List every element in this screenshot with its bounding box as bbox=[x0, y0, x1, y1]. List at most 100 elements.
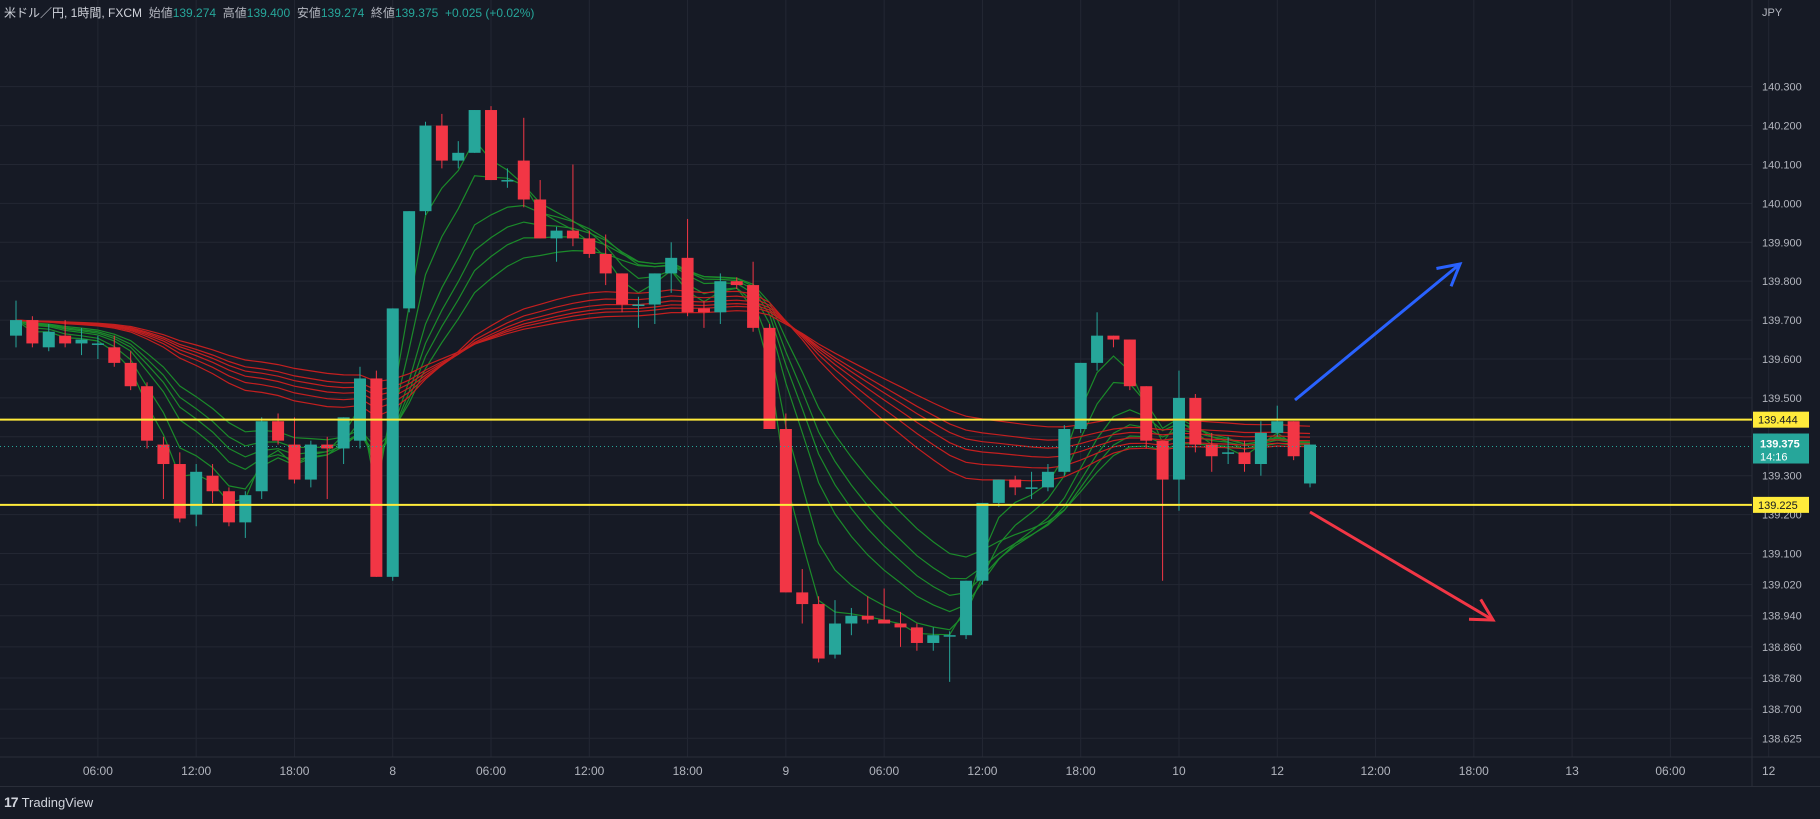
time-tick-label: 12:00 bbox=[967, 764, 997, 778]
candle-body bbox=[419, 125, 432, 212]
candle-body bbox=[616, 273, 629, 305]
price-tick-label: 140.300 bbox=[1762, 82, 1802, 94]
bullish-candle bbox=[976, 502, 989, 585]
price-chart[interactable]: 140.300 140.200 140.100 140.000 139.900 139.8… bbox=[0, 0, 1820, 786]
bullish-candle bbox=[632, 296, 645, 328]
bearish-candle bbox=[894, 611, 907, 647]
open-label: 始値 bbox=[148, 6, 173, 20]
bearish-candle bbox=[124, 351, 137, 391]
bearish-candle bbox=[321, 436, 334, 500]
price-tick-label: 139.900 bbox=[1762, 237, 1802, 249]
candle-body bbox=[26, 320, 39, 344]
time-tick-label: 06:00 bbox=[869, 764, 899, 778]
price-tick-label: 139.500 bbox=[1762, 393, 1802, 405]
candle-body bbox=[648, 273, 661, 305]
bearish-candle bbox=[697, 300, 710, 328]
candle-body bbox=[91, 343, 104, 345]
fast-ema-line bbox=[15, 221, 1311, 597]
footer-bar: 17 TradingView bbox=[0, 786, 1820, 819]
slow-ema-line bbox=[15, 295, 1310, 469]
bearish-candle bbox=[222, 487, 235, 527]
candles bbox=[10, 106, 1317, 682]
candle-body bbox=[1107, 335, 1120, 340]
candle-body bbox=[910, 627, 923, 643]
bullish-candle bbox=[665, 242, 678, 293]
candle-body bbox=[730, 281, 743, 286]
tradingview-logo-icon: 17 bbox=[4, 794, 19, 810]
candle-body bbox=[1287, 421, 1300, 457]
open-value: 139.274 bbox=[172, 6, 217, 20]
branding[interactable]: 17 TradingView bbox=[4, 794, 93, 810]
last-price-badge bbox=[1753, 433, 1809, 464]
bullish-candle bbox=[403, 211, 416, 313]
candle-body bbox=[960, 580, 973, 636]
candle-body bbox=[550, 230, 563, 239]
bearish-candle bbox=[534, 180, 547, 239]
candle-body bbox=[141, 386, 154, 441]
bullish-candle bbox=[1172, 370, 1185, 511]
bullish-candle bbox=[1074, 362, 1087, 433]
candle-body bbox=[288, 444, 301, 480]
price-tick-label: 139.700 bbox=[1762, 315, 1802, 327]
bullish-candle bbox=[1041, 464, 1054, 492]
candle-body bbox=[1205, 444, 1218, 457]
fast-ema-line bbox=[15, 236, 1311, 580]
price-tick-label: 139.020 bbox=[1762, 580, 1802, 592]
price-tick-label: 139.100 bbox=[1762, 548, 1802, 560]
bullish-candle bbox=[452, 141, 465, 169]
candle-body bbox=[75, 339, 88, 344]
candle-body bbox=[845, 615, 858, 624]
bullish-candle bbox=[337, 417, 350, 465]
candle-body bbox=[353, 378, 366, 441]
bearish-candle bbox=[59, 320, 72, 348]
level-price-label: 139.444 bbox=[1758, 415, 1798, 427]
time-scale: 06:00 12:00 18:00 8 06:00 12:00 18:00 9 06:00 12:… bbox=[83, 764, 1776, 778]
bearish-candle bbox=[1107, 335, 1120, 348]
bullish-candle bbox=[386, 308, 399, 581]
time-tick-label: 18:00 bbox=[1459, 764, 1489, 778]
price-tick-label: 139.300 bbox=[1762, 471, 1802, 483]
candle-body bbox=[747, 285, 760, 328]
symbol-legend: 米ドル／円, 1時間, FXCM 始値139.274 高値139.400 安値1… bbox=[4, 4, 534, 21]
bullish-candle bbox=[42, 323, 55, 352]
candle-body bbox=[779, 429, 792, 593]
bearish-candle bbox=[583, 230, 596, 258]
candle-body bbox=[255, 421, 268, 492]
bullish-candle bbox=[550, 226, 563, 262]
bearish-candle bbox=[141, 382, 154, 449]
candle-body bbox=[927, 635, 940, 643]
bearish-candle bbox=[747, 261, 760, 332]
bullish-candle bbox=[255, 417, 268, 500]
bearish-candle bbox=[1238, 440, 1251, 472]
candle-body bbox=[435, 125, 448, 161]
high-label: 高値 bbox=[222, 6, 247, 20]
level-price-label: 139.225 bbox=[1758, 500, 1798, 512]
bearish-candle bbox=[517, 117, 530, 208]
candle-body bbox=[894, 623, 907, 628]
bullish-candle bbox=[1271, 405, 1284, 437]
bearish-candle bbox=[157, 436, 170, 500]
candle-body bbox=[1156, 440, 1169, 480]
price-tick-label: 138.700 bbox=[1762, 704, 1802, 716]
slow-ema-line bbox=[15, 302, 1311, 449]
bearish-candle bbox=[288, 417, 301, 484]
candle-body bbox=[173, 464, 186, 519]
high-value: 139.400 bbox=[246, 6, 291, 20]
bullish-candle bbox=[992, 479, 1005, 507]
bearish-candle bbox=[173, 452, 186, 523]
slow-ema-line bbox=[15, 310, 1311, 428]
change-value: +0.025 (+0.02%) bbox=[445, 6, 535, 20]
candle-body bbox=[1009, 479, 1022, 488]
price-tick-label: 140.100 bbox=[1762, 159, 1802, 171]
bearish-candle bbox=[1189, 394, 1202, 453]
candle-body bbox=[1172, 397, 1185, 480]
candle-body bbox=[485, 110, 498, 181]
bullish-candle bbox=[1304, 444, 1317, 488]
level-price-badge bbox=[1753, 411, 1809, 428]
candle-body bbox=[878, 619, 891, 624]
bearish-arrow-head bbox=[1468, 598, 1496, 622]
brand-text: TradingView bbox=[21, 794, 94, 810]
time-tick-label: 18:00 bbox=[673, 764, 703, 778]
bearish-candle bbox=[1123, 339, 1136, 391]
